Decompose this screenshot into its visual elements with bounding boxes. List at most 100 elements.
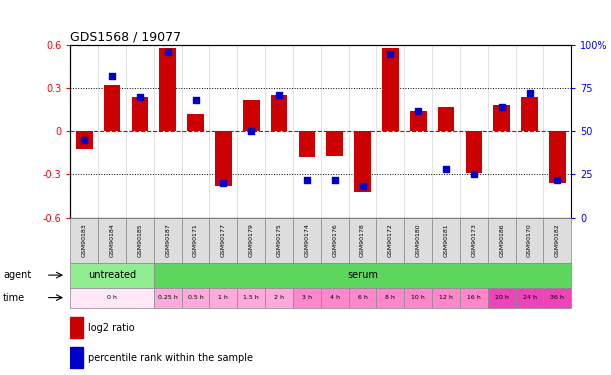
Bar [404, 288, 432, 308]
Text: GSM90184: GSM90184 [109, 223, 114, 257]
Bar [210, 288, 237, 308]
Point [497, 104, 507, 110]
Point [441, 166, 451, 172]
Bar [382, 48, 399, 131]
Bar [516, 288, 543, 308]
Bar [181, 217, 210, 262]
Bar [154, 262, 571, 288]
Bar [521, 97, 538, 131]
Point [330, 177, 340, 183]
Text: GSM90185: GSM90185 [137, 223, 142, 257]
Bar [466, 131, 482, 173]
Text: GSM90183: GSM90183 [82, 223, 87, 257]
Point [79, 137, 89, 143]
Point [413, 108, 423, 114]
Bar [243, 100, 260, 131]
Bar [549, 131, 566, 183]
Point [357, 183, 367, 189]
Bar [410, 111, 426, 131]
Bar [159, 48, 176, 131]
Text: GSM90171: GSM90171 [193, 223, 198, 257]
Text: GSM90176: GSM90176 [332, 223, 337, 257]
Bar [237, 217, 265, 262]
Point [191, 97, 200, 103]
Bar [265, 217, 293, 262]
Bar [76, 131, 92, 148]
Point [302, 177, 312, 183]
Text: 8 h: 8 h [386, 295, 395, 300]
Text: untreated: untreated [88, 270, 136, 280]
Text: 36 h: 36 h [551, 295, 565, 300]
Bar [126, 217, 154, 262]
Text: 16 h: 16 h [467, 295, 481, 300]
Text: time: time [3, 292, 25, 303]
Text: GSM90172: GSM90172 [388, 223, 393, 257]
Bar [460, 288, 488, 308]
Text: GSM90177: GSM90177 [221, 223, 226, 257]
Bar [404, 217, 432, 262]
Text: percentile rank within the sample: percentile rank within the sample [88, 353, 253, 363]
Bar [437, 107, 455, 131]
Text: 0.5 h: 0.5 h [188, 295, 203, 300]
Text: 2 h: 2 h [274, 295, 284, 300]
Text: GSM90173: GSM90173 [471, 223, 477, 257]
Text: 1 h: 1 h [218, 295, 229, 300]
Bar [271, 95, 287, 131]
Text: log2 ratio: log2 ratio [88, 323, 134, 333]
Bar [293, 217, 321, 262]
Point [469, 171, 479, 177]
Point [219, 180, 229, 186]
Point [274, 92, 284, 98]
Bar [354, 131, 371, 192]
Text: GSM90186: GSM90186 [499, 223, 504, 257]
Bar [70, 317, 83, 338]
Bar [265, 288, 293, 308]
Point [552, 177, 562, 183]
Bar [299, 131, 315, 157]
Bar [210, 217, 237, 262]
Text: GSM90182: GSM90182 [555, 223, 560, 257]
Text: GDS1568 / 19077: GDS1568 / 19077 [70, 31, 181, 44]
Text: agent: agent [3, 270, 31, 280]
Bar [237, 288, 265, 308]
Bar [543, 217, 571, 262]
Text: 4 h: 4 h [330, 295, 340, 300]
Text: GSM90179: GSM90179 [249, 223, 254, 257]
Text: 24 h: 24 h [522, 295, 536, 300]
Bar [187, 114, 204, 131]
Bar [376, 217, 404, 262]
Bar [488, 288, 516, 308]
Point [107, 73, 117, 79]
Text: 10 h: 10 h [411, 295, 425, 300]
Bar [321, 217, 349, 262]
Point [135, 94, 145, 100]
Bar [432, 217, 460, 262]
Bar [104, 85, 120, 131]
Point [525, 90, 535, 96]
Text: 6 h: 6 h [357, 295, 367, 300]
Bar [543, 288, 571, 308]
Bar [215, 131, 232, 186]
Bar [376, 288, 404, 308]
Text: GSM90180: GSM90180 [415, 223, 421, 257]
Text: GSM90174: GSM90174 [304, 223, 309, 257]
Bar [154, 288, 181, 308]
Bar [70, 217, 98, 262]
Bar [321, 288, 349, 308]
Bar [98, 217, 126, 262]
Point [386, 51, 395, 57]
Text: 20 h: 20 h [495, 295, 508, 300]
Text: GSM90181: GSM90181 [444, 223, 448, 257]
Bar [293, 288, 321, 308]
Text: 12 h: 12 h [439, 295, 453, 300]
Bar [432, 288, 460, 308]
Bar [181, 288, 210, 308]
Point [246, 128, 256, 134]
Bar [326, 131, 343, 156]
Text: 0.25 h: 0.25 h [158, 295, 178, 300]
Text: GSM90170: GSM90170 [527, 223, 532, 257]
Bar [131, 97, 148, 131]
Bar [493, 105, 510, 131]
Bar [488, 217, 516, 262]
Text: 3 h: 3 h [302, 295, 312, 300]
